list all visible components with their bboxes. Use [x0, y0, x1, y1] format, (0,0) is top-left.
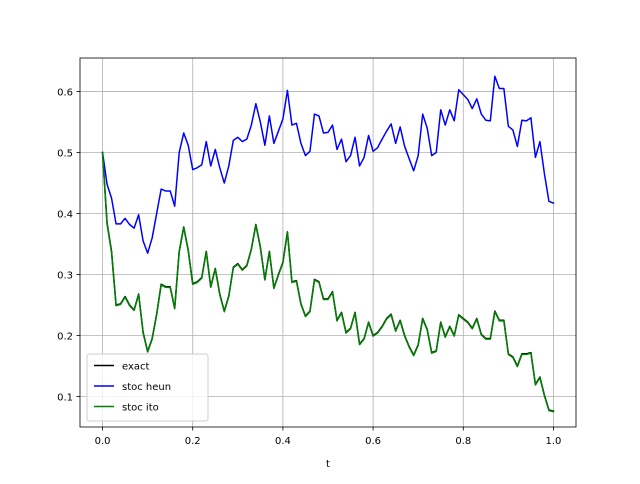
y-tick-label: 0.2 [57, 332, 73, 343]
plot-frame [79, 57, 577, 428]
x-tick-label: 0.0 [95, 436, 111, 447]
x-tick-label: 1.0 [546, 436, 562, 447]
x-tick-label: 0.8 [455, 436, 471, 447]
legend-label: stoc heun [122, 382, 171, 393]
x-tick-label: 0.6 [365, 436, 381, 447]
y-tick-label: 0.1 [57, 393, 73, 404]
y-tick-label: 0.3 [57, 271, 73, 282]
x-axis: 0.0 0.2 0.4 0.6 0.8 1.0 [95, 427, 562, 447]
y-tick-label: 0.6 [57, 88, 73, 99]
legend-label: exact [122, 362, 150, 373]
series-line-stoc-ito [101, 151, 555, 413]
legend-label: stoc ito [122, 403, 159, 414]
y-tick-label: 0.4 [57, 210, 73, 221]
x-axis-label: t [326, 459, 330, 470]
y-tick-label: 0.5 [57, 149, 73, 160]
series-line-stoc-heun [101, 75, 555, 254]
x-tick-label: 0.4 [275, 436, 291, 447]
plot-lines [101, 75, 555, 413]
legend: exact stoc heun stoc ito [86, 353, 209, 422]
legend-box [86, 353, 209, 422]
y-axis: 0.1 0.2 0.3 0.4 0.5 0.6 [57, 88, 80, 404]
x-tick-label: 0.2 [185, 436, 201, 447]
